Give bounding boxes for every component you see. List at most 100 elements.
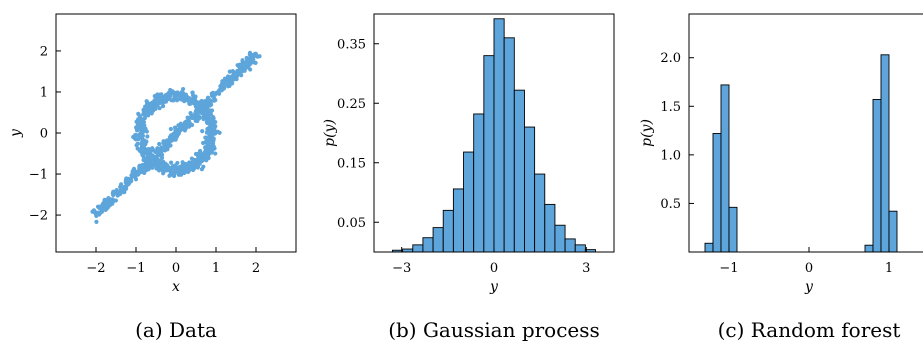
scatter-point [201,140,206,146]
scatter-point [184,119,190,124]
scatter-point [257,54,262,59]
scatter-point [136,132,142,138]
y-tick-label: 0.5 [660,197,681,212]
scatter-point [113,198,118,203]
scatter-point [136,117,141,122]
y-axis-label: p(y) [639,119,655,147]
y-tick-label: −2 [29,209,48,224]
scatter-point [196,154,201,159]
histogram-bar [712,133,722,253]
scatter-point [115,193,120,198]
scatter-point [173,127,178,133]
scatter-point [200,128,205,134]
x-tick-label: 2 [252,261,260,276]
scatter-point [141,152,146,157]
scatter-point [224,78,229,83]
histogram-bar [442,209,454,253]
scatter-point [246,65,251,70]
x-ticks: −2 −1 0 1 2 [86,247,260,276]
scatter-point [183,126,188,131]
scatter-point [212,97,217,102]
scatter-point [225,82,231,87]
scatter-point [188,110,193,116]
scatter-point [180,160,185,165]
scatter-point [155,150,160,155]
histogram-bar [422,237,434,253]
scatter-point [110,191,115,196]
scatter-point [213,151,218,156]
scatter-point [244,60,249,66]
scatter-point [135,120,141,125]
scatter-point [201,116,206,122]
scatter-point [165,163,170,168]
scatter-point [179,90,184,95]
scatter-point [165,144,171,149]
scatter-point [172,93,177,98]
x-axis-label: y [804,279,814,295]
scatter-point [135,141,140,146]
x-axis-label: x [172,279,180,295]
y-tick-label: 2.0 [660,51,681,66]
scatter-point [187,101,192,106]
scatter-point [120,187,125,192]
scatter-point [205,104,210,109]
histogram-bars [704,54,898,253]
scatter-point [107,201,112,206]
scatter-point [165,168,170,173]
y-tick-label: 0 [40,127,48,142]
scatter-point [207,108,212,113]
scatter-point [209,124,214,129]
scatter-point [130,169,135,174]
scatter-point [129,178,134,184]
histogram-bar [513,89,525,253]
histogram-bar [720,84,730,253]
scatter-point [94,219,99,224]
histogram-bar [412,244,424,253]
scatter-point [182,99,187,104]
scatter-point [240,58,245,63]
x-tick-label: 0 [172,261,180,276]
scatter-point [171,97,176,103]
histogram-bar [888,210,898,253]
scatter-point [141,157,146,163]
histogram-bar [493,18,505,253]
scatter-point [133,177,139,182]
scatter-point [253,60,258,65]
histogram-bar [432,227,444,253]
y-ticks: 0.5 1.0 1.5 2.0 [660,51,694,212]
histogram-bar [704,242,714,253]
y-tick-label: 2 [40,44,48,59]
scatter-point [169,160,174,165]
scatter-point [175,160,180,166]
scatter-point [228,79,233,84]
x-tick-label: 0 [805,261,813,276]
histogram-bar [574,244,586,253]
scatter-point [144,139,149,144]
scatter-point [183,92,189,97]
scatter-point [114,188,119,193]
scatter-point [137,113,142,119]
scatter-point [154,154,159,159]
y-tick-label: 0.05 [337,216,366,231]
scatter-point [211,144,216,149]
scatter-point [205,135,210,140]
caption-c: (c) Random forest [718,318,901,342]
scatter-point [139,141,144,146]
scatter-point [191,160,196,166]
scatter-point [137,166,142,172]
histogram-bar [564,238,576,253]
x-tick-label: −3 [392,261,411,276]
scatter-point [191,100,196,105]
scatter-point [168,126,173,132]
scatter-point [141,148,146,153]
y-tick-label: 1 [40,85,48,100]
scatter-point [166,91,171,96]
scatter-point [197,159,202,165]
histogram-bar [864,244,874,253]
histogram-bar [473,113,485,253]
histogram-bar [483,55,495,253]
scatter-point [134,128,140,133]
scatter-point [150,155,155,161]
panel-c-histogram: −1 0 1 0.5 1.0 1.5 2.0 y p(y) (c) Random fore… [639,13,923,342]
histogram-bar [503,37,515,253]
